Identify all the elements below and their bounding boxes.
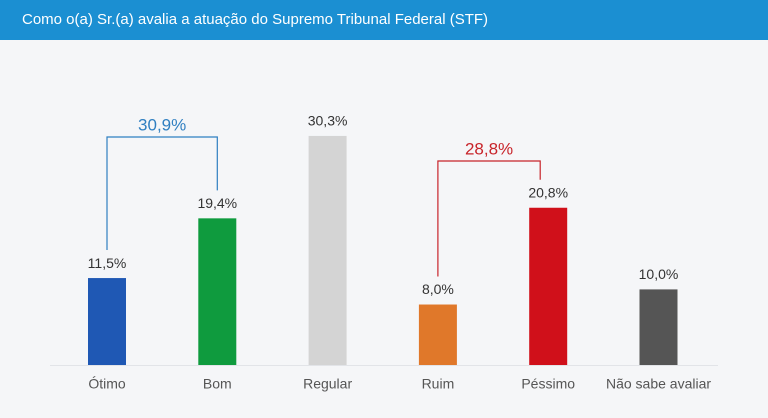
bracket <box>106 136 218 251</box>
bar <box>308 135 347 365</box>
x-tick-label: Regular <box>303 376 352 392</box>
bar <box>418 304 457 365</box>
bar <box>198 218 237 365</box>
x-tick-label: Péssimo <box>521 376 575 392</box>
chart-title: Como o(a) Sr.(a) avalia a atuação do Sup… <box>22 11 488 28</box>
bracket-label: 30,9% <box>138 115 186 134</box>
value-label: 30,3% <box>308 113 348 129</box>
bracket-label: 28,8% <box>465 139 513 158</box>
value-label: 8,0% <box>422 281 454 297</box>
bar <box>639 289 678 365</box>
bar <box>529 207 568 365</box>
x-tick-label: Ótimo <box>88 376 126 392</box>
value-label: 19,4% <box>197 195 237 211</box>
x-tick-label: Bom <box>203 376 232 392</box>
x-tick-label: Não sabe avaliar <box>606 376 711 392</box>
header-bar <box>0 0 768 40</box>
value-label: 20,8% <box>528 184 568 200</box>
value-label: 11,5% <box>88 255 127 271</box>
x-tick-label: Ruim <box>422 376 455 392</box>
value-label: 10,0% <box>639 266 679 282</box>
bracket <box>437 160 541 277</box>
bar <box>88 278 126 365</box>
